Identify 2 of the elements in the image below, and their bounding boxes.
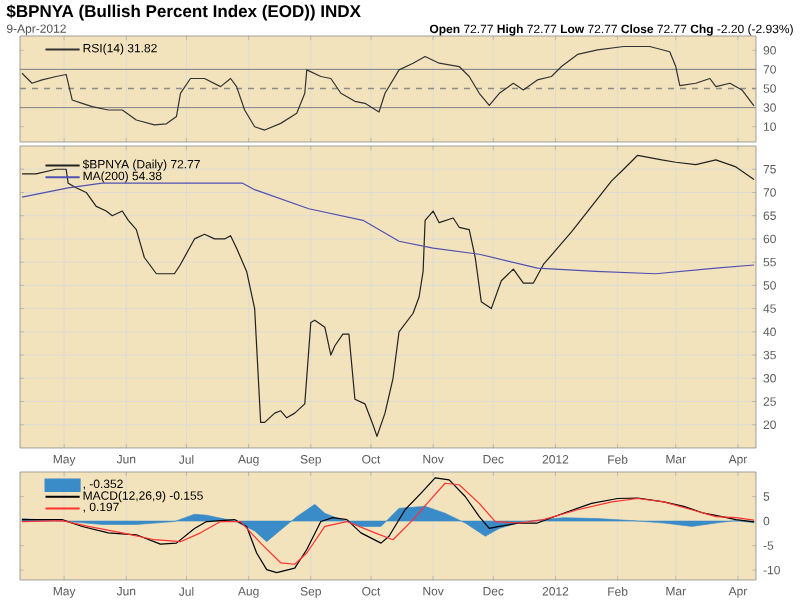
chart-title: $BPNYA (Bullish Percent Index (EOD)) INDX xyxy=(6,4,361,21)
line-series xyxy=(21,45,755,131)
